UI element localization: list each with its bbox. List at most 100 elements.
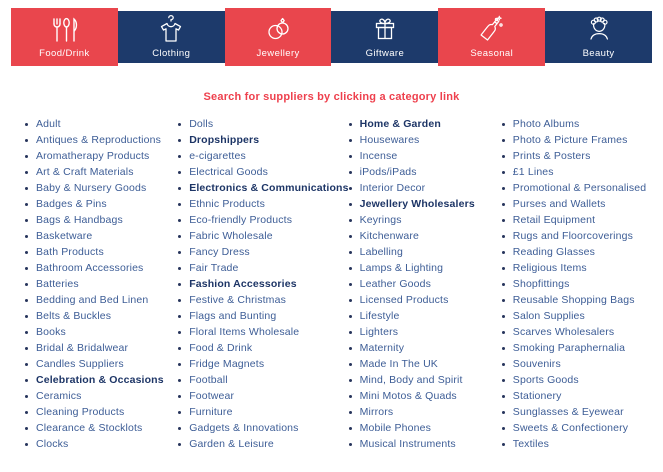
category-link[interactable]: Sweets & Confectionery [512, 421, 629, 434]
tab-jewellery[interactable]: Jewellery [224, 8, 332, 66]
category-link[interactable]: Fair Trade [189, 261, 239, 274]
category-link[interactable]: Antiques & Reproductions [36, 133, 162, 146]
category-link[interactable]: Reusable Shopping Bags [512, 293, 635, 306]
category-link[interactable]: Rugs and Floorcoverings [512, 229, 633, 242]
category-link[interactable]: Clearance & Stocklots [36, 421, 143, 434]
category-link[interactable]: Bedding and Bed Linen [36, 293, 149, 306]
category-link[interactable]: Clocks [36, 437, 69, 450]
category-link[interactable]: Mobile Phones [359, 421, 432, 434]
category-link[interactable]: Mirrors [359, 405, 394, 418]
category-link[interactable]: Ethnic Products [189, 197, 265, 210]
category-link[interactable]: Sunglasses & Eyewear [512, 405, 624, 418]
category-link[interactable]: Art & Craft Materials [36, 165, 134, 178]
category-link[interactable]: Interior Decor [359, 181, 426, 194]
category-link[interactable]: Belts & Buckles [36, 309, 112, 322]
category-link[interactable]: Sports Goods [512, 373, 579, 386]
bullet-icon [25, 234, 28, 238]
tab-seasonal[interactable]: Seasonal [438, 8, 546, 66]
category-link[interactable]: Licensed Products [359, 293, 449, 306]
category-link[interactable]: £1 Lines [512, 165, 554, 178]
category-link[interactable]: Cleaning Products [36, 405, 125, 418]
category-link[interactable]: Fancy Dress [189, 245, 250, 258]
category-link[interactable]: Reading Glasses [512, 245, 596, 258]
category-link[interactable]: Eco-friendly Products [189, 213, 293, 226]
category-link[interactable]: Dolls [189, 117, 214, 130]
tab-giftware[interactable]: Giftware [331, 11, 439, 63]
list-item: Reusable Shopping Bags [501, 292, 655, 308]
category-link[interactable]: Prints & Posters [512, 149, 591, 162]
category-link[interactable]: Bathroom Accessories [36, 261, 144, 274]
category-link[interactable]: Kitchenware [359, 229, 420, 242]
category-link[interactable]: Baby & Nursery Goods [36, 181, 147, 194]
category-link[interactable]: Garden & Leisure [189, 437, 274, 450]
bullet-icon [501, 314, 505, 318]
category-link[interactable]: Leather Goods [359, 277, 432, 290]
category-link[interactable]: Jewellery Wholesalers [359, 197, 475, 210]
bullet-icon [501, 186, 505, 190]
category-link[interactable]: Badges & Pins [36, 197, 107, 210]
tab-beauty[interactable]: Beauty [545, 11, 652, 63]
category-link[interactable]: Musical Instruments [359, 437, 456, 450]
category-link[interactable]: Aromatherapy Products [36, 149, 150, 162]
category-link[interactable]: Souvenirs [512, 357, 561, 370]
bullet-icon [501, 138, 505, 142]
tab-label: Beauty [582, 47, 615, 59]
bullet-icon [25, 394, 28, 398]
tab-clothing[interactable]: Clothing [117, 11, 225, 63]
category-link[interactable]: Batteries [36, 277, 79, 290]
category-link[interactable]: Lamps & Lighting [359, 261, 444, 274]
category-link[interactable]: Bath Products [36, 245, 104, 258]
category-link[interactable]: Gadgets & Innovations [189, 421, 299, 434]
bullet-icon [25, 218, 28, 222]
category-link[interactable]: Retail Equipment [512, 213, 596, 226]
category-link[interactable]: Religious Items [512, 261, 587, 274]
category-link[interactable]: Fridge Magnets [189, 357, 265, 370]
category-link[interactable]: Housewares [359, 133, 420, 146]
category-link[interactable]: Stationery [512, 389, 562, 402]
category-link[interactable]: Salon Supplies [512, 309, 585, 322]
category-link[interactable]: Festive & Christmas [189, 293, 286, 306]
category-link[interactable]: Furniture [189, 405, 233, 418]
bullet-icon [25, 346, 28, 350]
category-link[interactable]: Dropshippers [189, 133, 260, 146]
category-link[interactable]: Mini Motos & Quads [359, 389, 457, 402]
category-link[interactable]: Keyrings [359, 213, 402, 226]
category-link[interactable]: Lighters [359, 325, 399, 338]
category-link[interactable]: iPods/iPads [359, 165, 417, 178]
category-link[interactable]: Purses and Wallets [512, 197, 606, 210]
category-link[interactable]: Candles Suppliers [36, 357, 124, 370]
cutlery-icon [49, 16, 79, 43]
category-link[interactable]: Celebration & Occasions [36, 373, 164, 386]
category-link[interactable]: Football [189, 373, 228, 386]
category-link[interactable]: Smoking Paraphernalia [512, 341, 626, 354]
category-link[interactable]: Fashion Accessories [189, 277, 297, 290]
category-link[interactable]: Ceramics [36, 389, 82, 402]
category-link[interactable]: Photo Albums [512, 117, 580, 130]
category-link[interactable]: Food & Drink [189, 341, 253, 354]
category-link[interactable]: Electrical Goods [189, 165, 269, 178]
category-link[interactable]: Shopfittings [512, 277, 570, 290]
category-link[interactable]: e-cigarettes [189, 149, 246, 162]
category-link[interactable]: Adult [36, 117, 61, 130]
category-link[interactable]: Basketware [36, 229, 93, 242]
category-link[interactable]: Footwear [189, 389, 235, 402]
category-link[interactable]: Mind, Body and Spirit [359, 373, 463, 386]
category-link[interactable]: Promotional & Personalised [512, 181, 647, 194]
category-link[interactable]: Lifestyle [359, 309, 400, 322]
category-link[interactable]: Electronics & Communications [189, 181, 349, 194]
category-link[interactable]: Made In The UK [359, 357, 438, 370]
category-link[interactable]: Bags & Handbags [36, 213, 123, 226]
category-link[interactable]: Scarves Wholesalers [512, 325, 615, 338]
category-link[interactable]: Incense [359, 149, 398, 162]
category-link[interactable]: Textiles [512, 437, 550, 450]
category-link[interactable]: Fabric Wholesale [189, 229, 273, 242]
category-link[interactable]: Floral Items Wholesale [189, 325, 300, 338]
category-link[interactable]: Maternity [359, 341, 405, 354]
tab-food-drink[interactable]: Food/Drink [11, 8, 118, 66]
category-link[interactable]: Bridal & Bridalwear [36, 341, 129, 354]
category-link[interactable]: Home & Garden [359, 117, 441, 130]
category-link[interactable]: Photo & Picture Frames [512, 133, 628, 146]
category-link[interactable]: Flags and Bunting [189, 309, 277, 322]
category-link[interactable]: Labelling [359, 245, 403, 258]
category-link[interactable]: Books [36, 325, 66, 338]
